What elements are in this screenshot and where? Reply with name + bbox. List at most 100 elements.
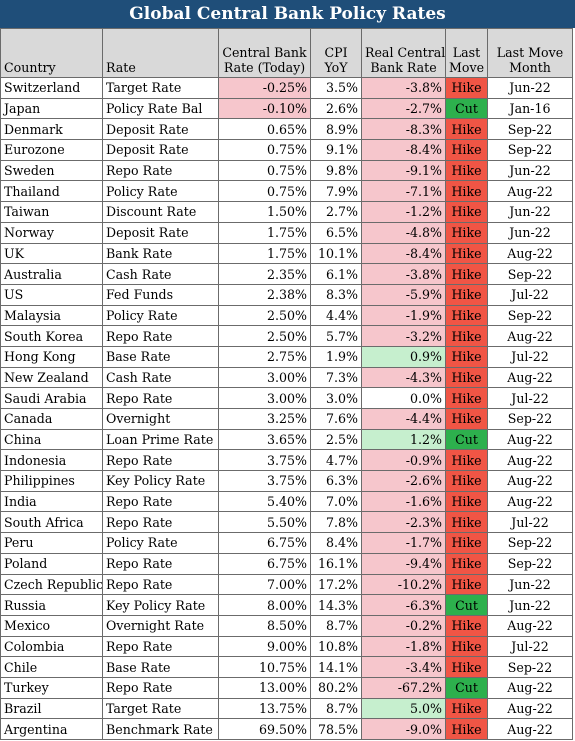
real-rate-cell: -1.2% <box>361 201 446 223</box>
real-rate-cell: -2.6% <box>361 470 446 492</box>
table-row: Switzerland Target Rate -0.25% 3.5% -3.8% Hik… <box>0 77 573 99</box>
last-move-month-cell: Aug-22 <box>487 490 573 513</box>
country-cell: Norway <box>0 221 103 244</box>
real-rate-cell: -1.8% <box>361 635 446 658</box>
country-cell: Hong Kong <box>0 345 103 368</box>
cb-rate-cell: 0.65% <box>218 118 311 141</box>
real-rate-cell: -6.3% <box>361 594 446 616</box>
country-cell: Eurozone <box>0 139 103 161</box>
rate-type-cell: Repo Rate <box>102 511 219 534</box>
last-move-month-cell: Aug-22 <box>487 718 573 740</box>
country-cell: Russia <box>0 594 103 616</box>
header-row: Country Rate Central Bank Rate (Today) CP… <box>0 28 573 78</box>
rate-type-cell: Target Rate <box>102 77 219 99</box>
table-row: Peru Policy Rate 6.75% 8.4% -1.7% Hike Sep-22 <box>0 532 573 554</box>
last-move-cell: Hike <box>445 77 488 99</box>
last-move-month-cell: Jul-22 <box>487 387 573 409</box>
rate-type-cell: Cash Rate <box>102 366 219 389</box>
table-row: Australia Cash Rate 2.35% 6.1% -3.8% Hike Sep-… <box>0 263 573 285</box>
last-move-cell: Cut <box>445 97 488 120</box>
rate-type-cell: Fed Funds <box>102 283 219 306</box>
country-cell: US <box>0 283 103 306</box>
last-move-cell: Cut <box>445 676 488 699</box>
last-move-month-cell: Sep-22 <box>487 263 573 285</box>
last-move-cell: Hike <box>445 242 488 265</box>
last-move-month-cell: Jun-22 <box>487 77 573 99</box>
rate-type-cell: Policy Rate <box>102 180 219 203</box>
rate-type-cell: Repo Rate <box>102 573 219 596</box>
cb-rate-cell: 0.75% <box>218 180 311 203</box>
cb-rate-cell: 8.50% <box>218 614 311 637</box>
rate-type-cell: Overnight Rate <box>102 614 219 637</box>
country-cell: Sweden <box>0 159 103 182</box>
table-row: Russia Key Policy Rate 8.00% 14.3% -6.3% Cut J… <box>0 594 573 616</box>
rate-type-cell: Cash Rate <box>102 263 219 285</box>
cb-rate-cell: -0.25% <box>218 77 311 99</box>
real-rate-cell: -4.4% <box>361 408 446 430</box>
table-row: Norway Deposit Rate 1.75% 6.5% -4.8% Hike Jun-… <box>0 221 573 244</box>
rate-type-cell: Repo Rate <box>102 449 219 472</box>
header-real-rate-line2: Bank Rate <box>370 60 437 75</box>
cb-rate-cell: 6.75% <box>218 532 311 554</box>
header-last-move-line1: Last <box>452 45 481 60</box>
last-move-cell: Hike <box>445 449 488 472</box>
cpi-cell: 80.2% <box>310 676 362 699</box>
country-cell: Argentina <box>0 718 103 740</box>
country-cell: Brazil <box>0 697 103 720</box>
last-move-cell: Hike <box>445 118 488 141</box>
country-cell: New Zealand <box>0 366 103 389</box>
real-rate-cell: -2.7% <box>361 97 446 120</box>
last-move-cell: Hike <box>445 614 488 637</box>
last-move-cell: Hike <box>445 325 488 347</box>
country-cell: South Africa <box>0 511 103 534</box>
country-cell: Peru <box>0 532 103 554</box>
country-cell: Denmark <box>0 118 103 141</box>
table-row: Hong Kong Base Rate 2.75% 1.9% 0.9% Hike Jul-2… <box>0 345 573 368</box>
cpi-cell: 5.7% <box>310 325 362 347</box>
rate-type-cell: Deposit Rate <box>102 221 219 244</box>
table-row: China Loan Prime Rate 3.65% 2.5% 1.2% Cut Aug-… <box>0 428 573 451</box>
real-rate-cell: -1.6% <box>361 490 446 513</box>
rate-type-cell: Repo Rate <box>102 387 219 409</box>
last-move-month-cell: Aug-22 <box>487 366 573 389</box>
country-cell: UK <box>0 242 103 265</box>
cb-rate-cell: 69.50% <box>218 718 311 740</box>
header-cpi-line1: CPI <box>324 45 348 60</box>
last-move-month-cell: Jun-22 <box>487 159 573 182</box>
last-move-month-cell: Jul-22 <box>487 635 573 658</box>
real-rate-cell: -9.1% <box>361 159 446 182</box>
real-rate-cell: -1.9% <box>361 304 446 327</box>
last-move-cell: Hike <box>445 201 488 223</box>
country-cell: Colombia <box>0 635 103 658</box>
last-move-month-cell: Aug-22 <box>487 242 573 265</box>
cpi-cell: 7.0% <box>310 490 362 513</box>
country-cell: Turkey <box>0 676 103 699</box>
real-rate-cell: -2.3% <box>361 511 446 534</box>
cpi-cell: 78.5% <box>310 718 362 740</box>
real-rate-cell: -10.2% <box>361 573 446 596</box>
table-row: Saudi Arabia Repo Rate 3.00% 3.0% 0.0% Hike Ju… <box>0 387 573 409</box>
cb-rate-cell: 5.40% <box>218 490 311 513</box>
country-cell: Taiwan <box>0 201 103 223</box>
header-country-label: Country <box>4 60 56 75</box>
table-row: South Africa Repo Rate 5.50% 7.8% -2.3% Hike J… <box>0 511 573 534</box>
cpi-cell: 2.7% <box>310 201 362 223</box>
cb-rate-cell: 7.00% <box>218 573 311 596</box>
real-rate-cell: 0.0% <box>361 387 446 409</box>
real-rate-cell: -5.9% <box>361 283 446 306</box>
table-row: Denmark Deposit Rate 0.65% 8.9% -8.3% Hike Sep… <box>0 118 573 141</box>
cb-rate-cell: 2.50% <box>218 325 311 347</box>
cb-rate-cell: 5.50% <box>218 511 311 534</box>
cpi-cell: 4.7% <box>310 449 362 472</box>
table-row: Malaysia Policy Rate 2.50% 4.4% -1.9% Hike Sep… <box>0 304 573 327</box>
table-row: Turkey Repo Rate 13.00% 80.2% -67.2% Cut Aug-2… <box>0 676 573 699</box>
cpi-cell: 8.7% <box>310 614 362 637</box>
rate-type-cell: Key Policy Rate <box>102 594 219 616</box>
real-rate-cell: -9.4% <box>361 552 446 575</box>
header-cb-rate-line1: Central Bank <box>222 45 307 60</box>
rate-type-cell: Policy Rate <box>102 532 219 554</box>
cb-rate-cell: 1.75% <box>218 221 311 244</box>
cpi-cell: 7.8% <box>310 511 362 534</box>
cpi-cell: 10.1% <box>310 242 362 265</box>
rate-type-cell: Target Rate <box>102 697 219 720</box>
